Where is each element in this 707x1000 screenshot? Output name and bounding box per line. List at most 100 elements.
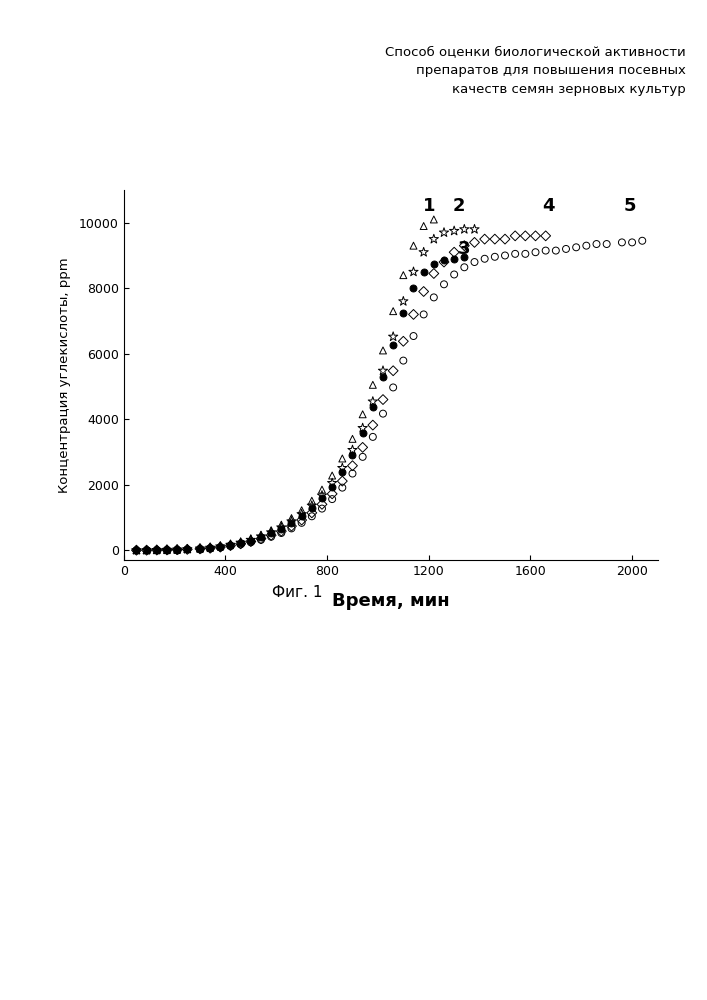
Point bbox=[499, 247, 510, 263]
Point bbox=[448, 251, 460, 267]
Point bbox=[499, 231, 510, 247]
Point bbox=[540, 243, 551, 259]
Point bbox=[540, 228, 551, 244]
Point bbox=[378, 406, 389, 422]
Point bbox=[225, 537, 236, 553]
Point bbox=[337, 464, 348, 480]
Point bbox=[459, 249, 470, 265]
Text: 4: 4 bbox=[542, 197, 554, 215]
Point bbox=[337, 480, 348, 496]
Point bbox=[327, 479, 338, 495]
Point bbox=[215, 538, 226, 554]
Point bbox=[141, 542, 152, 558]
Point bbox=[367, 377, 378, 393]
Point bbox=[438, 252, 450, 268]
Point bbox=[151, 542, 163, 558]
Point bbox=[161, 542, 173, 558]
Text: 3: 3 bbox=[458, 240, 471, 258]
Point bbox=[337, 473, 348, 489]
Point bbox=[438, 276, 450, 292]
Point bbox=[255, 527, 267, 543]
Point bbox=[418, 306, 429, 322]
Point bbox=[357, 406, 368, 422]
Point bbox=[347, 466, 358, 482]
Point bbox=[182, 541, 193, 557]
Point bbox=[296, 515, 308, 531]
Point bbox=[266, 525, 277, 541]
Point bbox=[387, 303, 399, 319]
Point bbox=[161, 542, 173, 558]
Point bbox=[255, 529, 267, 545]
Point bbox=[459, 238, 470, 254]
Point bbox=[225, 536, 236, 552]
Point bbox=[151, 542, 163, 558]
Point bbox=[204, 540, 216, 556]
Point bbox=[215, 538, 226, 554]
Point bbox=[378, 392, 389, 408]
Point bbox=[438, 254, 450, 270]
Point bbox=[469, 254, 480, 270]
Point bbox=[245, 533, 257, 549]
Point bbox=[387, 379, 399, 395]
Point bbox=[580, 238, 592, 254]
Point bbox=[194, 540, 206, 556]
Point bbox=[182, 541, 193, 557]
Point bbox=[306, 505, 317, 521]
Point bbox=[316, 487, 327, 503]
Point bbox=[357, 449, 368, 465]
Point bbox=[408, 306, 419, 322]
Point bbox=[327, 475, 338, 491]
Point bbox=[225, 538, 236, 554]
Point bbox=[286, 518, 297, 534]
Text: Фиг. 1: Фиг. 1 bbox=[271, 585, 322, 600]
Point bbox=[151, 542, 163, 558]
Point bbox=[397, 293, 409, 309]
Point bbox=[194, 541, 206, 557]
Point bbox=[357, 439, 368, 455]
Point bbox=[438, 225, 450, 241]
Point bbox=[408, 238, 419, 254]
Point bbox=[286, 520, 297, 536]
Point bbox=[626, 234, 638, 250]
Point bbox=[245, 534, 257, 550]
Point bbox=[387, 337, 399, 353]
Point bbox=[347, 442, 358, 458]
Point bbox=[520, 246, 531, 262]
Point bbox=[418, 264, 429, 280]
Point bbox=[418, 244, 429, 260]
Point bbox=[357, 420, 368, 436]
Point bbox=[489, 249, 501, 265]
Point bbox=[276, 519, 287, 535]
Point bbox=[530, 228, 541, 244]
Point bbox=[378, 369, 389, 385]
Point bbox=[131, 542, 142, 558]
Point bbox=[347, 431, 358, 447]
Point bbox=[408, 328, 419, 344]
Point bbox=[367, 399, 378, 415]
Point bbox=[194, 541, 206, 557]
Point bbox=[182, 541, 193, 557]
Point bbox=[225, 537, 236, 553]
Point bbox=[141, 542, 152, 558]
Point bbox=[397, 333, 409, 349]
Point bbox=[286, 513, 297, 529]
Point bbox=[357, 425, 368, 441]
Point bbox=[245, 534, 257, 550]
Point bbox=[171, 542, 182, 558]
Point bbox=[296, 508, 308, 524]
Point bbox=[296, 506, 308, 522]
Point bbox=[428, 289, 440, 305]
Point bbox=[131, 542, 142, 558]
Point bbox=[296, 512, 308, 528]
Point bbox=[459, 259, 470, 275]
Point bbox=[276, 517, 287, 533]
Point bbox=[306, 500, 317, 516]
Point bbox=[204, 540, 216, 556]
Point bbox=[591, 236, 602, 252]
Point bbox=[337, 450, 348, 466]
Point bbox=[347, 458, 358, 474]
Point bbox=[171, 542, 182, 558]
Point bbox=[418, 284, 429, 300]
Point bbox=[378, 342, 389, 358]
Point bbox=[131, 542, 142, 558]
